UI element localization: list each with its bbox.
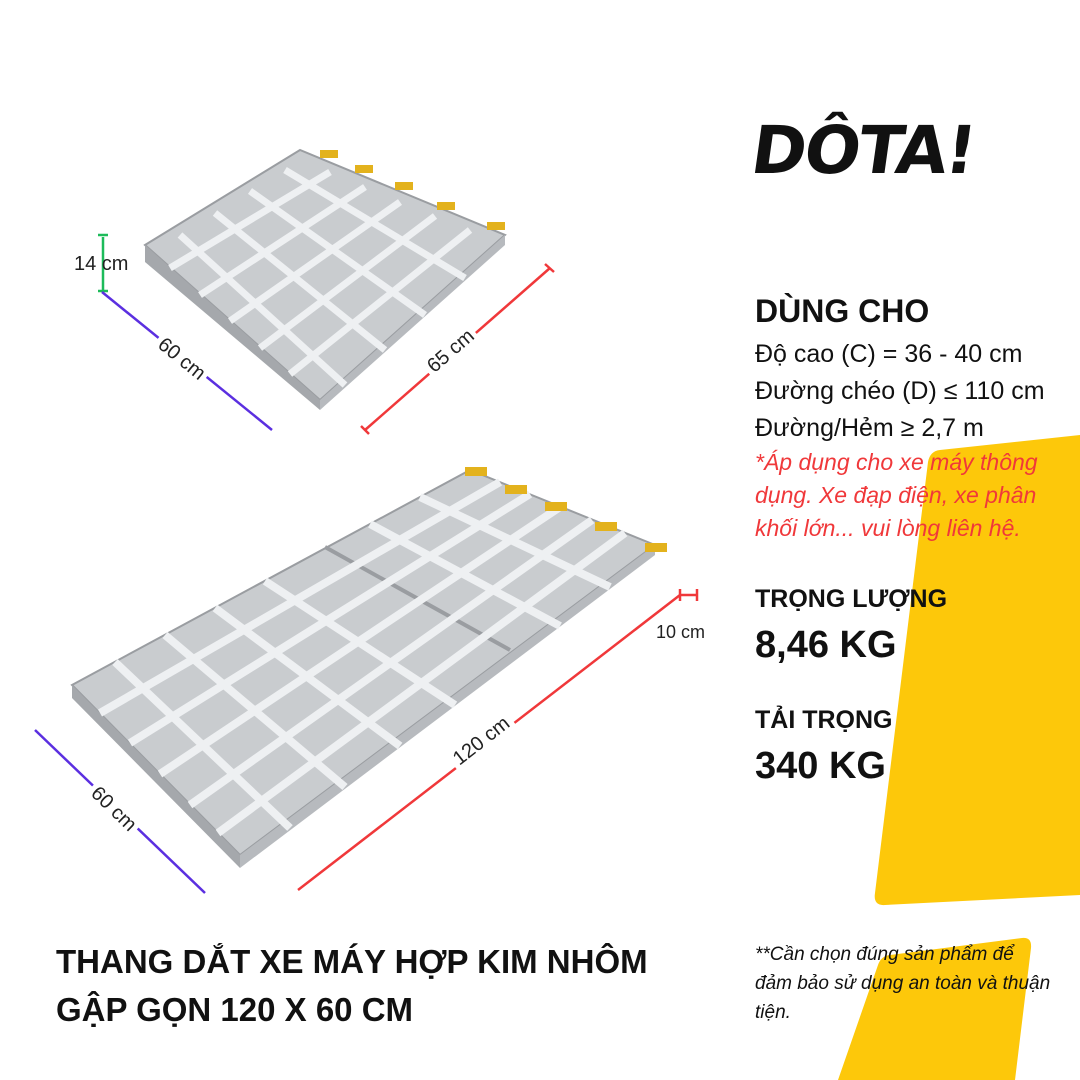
spec-road-width: Đường/Hẻm ≥ 2,7 m [755,414,984,442]
brand-logo: DÔTA! [746,112,980,189]
usage-note: *Áp dụng cho xe máy thông dụng. Xe đạp đ… [755,449,1038,541]
product-title-line-1: THANG DẮT XE MÁY HỢP KIM NHÔM [56,943,648,980]
usage-heading: DÙNG CHO [755,293,930,329]
load-label: TẢI TRỌNG [755,706,893,734]
folded-ramp-image [143,148,507,410]
weight-value: 8,46 KG [755,624,897,666]
yellow-accent-shape-upper [874,435,1080,906]
footnote: **Cần chọn đúng sản phẩm để đảm bảo sử d… [755,944,1051,1023]
hook-length-label: 10 cm [656,622,706,642]
product-title-line-2: GẬP GỌN 120 X 60 CM [56,991,414,1028]
product-title: THANG DẮT XE MÁY HỢP KIM NHÔM GẬP GỌN 12… [56,938,648,1034]
yellow-accent-shape-lower [838,937,1032,1080]
load-value: 340 KG [755,745,886,787]
spec-diagonal: Đường chéo (D) ≤ 110 cm [755,377,1045,405]
unfolded-ramp-image [70,467,667,868]
spec-height: Độ cao (C) = 36 - 40 cm [755,340,1023,368]
weight-label: TRỌNG LƯỢNG [755,585,948,613]
folded-height-label: 14 cm [74,253,129,275]
usage-specs: Độ cao (C) = 36 - 40 cm Đường chéo (D) ≤… [755,336,1045,447]
